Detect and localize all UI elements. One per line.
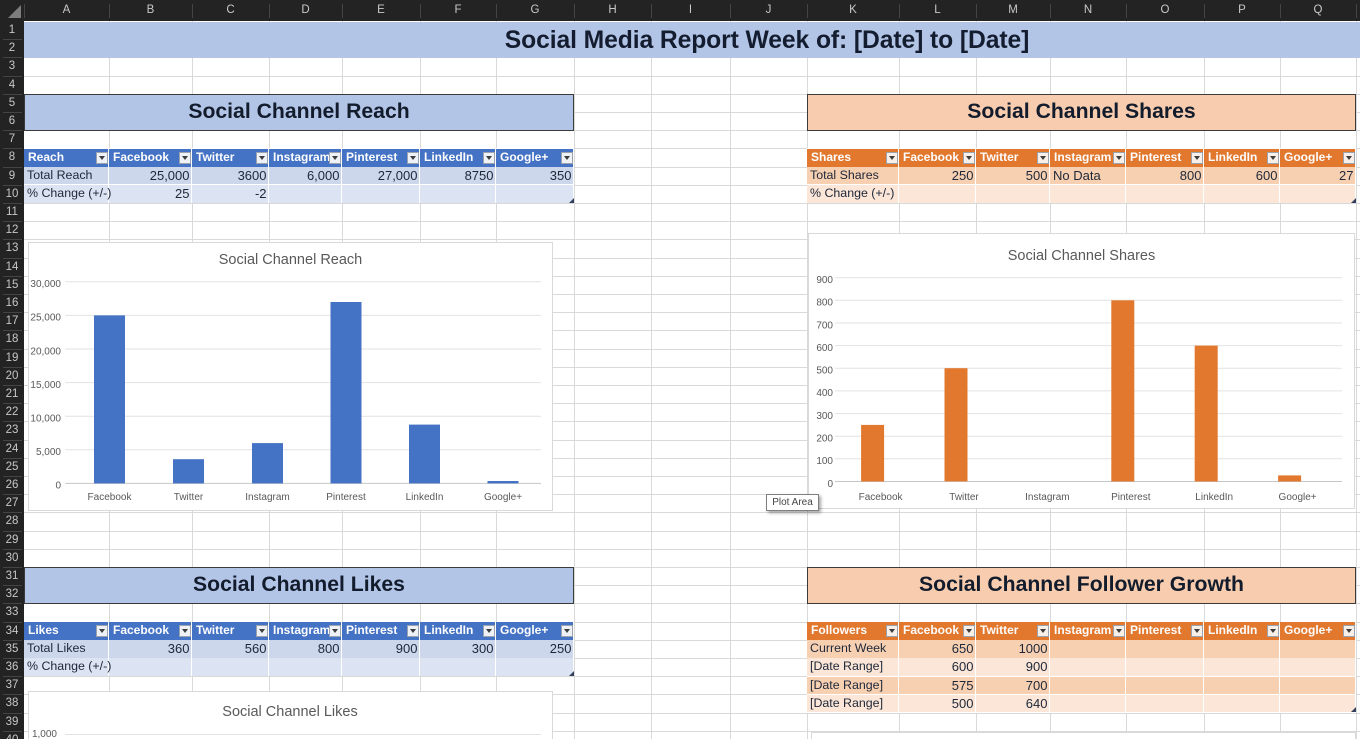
svg-text:600: 600 [816,343,833,354]
svg-text:1,000: 1,000 [32,729,57,739]
svg-text:Instagram: Instagram [245,492,289,503]
svg-text:30,000: 30,000 [30,279,61,290]
svg-text:100: 100 [816,456,833,467]
svg-text:5,000: 5,000 [36,447,61,458]
svg-text:Twitter: Twitter [949,492,979,503]
svg-text:Pinterest: Pinterest [1111,492,1151,503]
svg-text:10,000: 10,000 [30,414,61,425]
svg-text:LinkedIn: LinkedIn [406,492,444,503]
svg-text:800: 800 [816,298,833,309]
svg-text:Google+: Google+ [1279,492,1317,503]
svg-text:LinkedIn: LinkedIn [1195,492,1233,503]
svg-text:Instagram: Instagram [1025,492,1069,503]
svg-text:Social Channel Shares: Social Channel Shares [1008,248,1156,264]
svg-text:700: 700 [816,320,833,331]
svg-text:Twitter: Twitter [174,492,204,503]
svg-text:25,000: 25,000 [30,313,61,324]
svg-text:20,000: 20,000 [30,346,61,357]
svg-text:900: 900 [816,275,833,286]
svg-text:400: 400 [816,388,833,399]
svg-text:Google+: Google+ [484,492,522,503]
svg-text:Social Channel Likes: Social Channel Likes [222,704,357,720]
svg-text:15,000: 15,000 [30,380,61,391]
svg-text:Social Channel Reach: Social Channel Reach [219,252,362,268]
svg-text:500: 500 [816,366,833,377]
svg-text:0: 0 [55,481,61,492]
svg-text:300: 300 [816,411,833,422]
svg-text:Facebook: Facebook [88,492,133,503]
svg-text:Pinterest: Pinterest [326,492,366,503]
svg-text:Facebook: Facebook [859,492,904,503]
svg-text:200: 200 [816,434,833,445]
svg-text:0: 0 [827,479,833,490]
